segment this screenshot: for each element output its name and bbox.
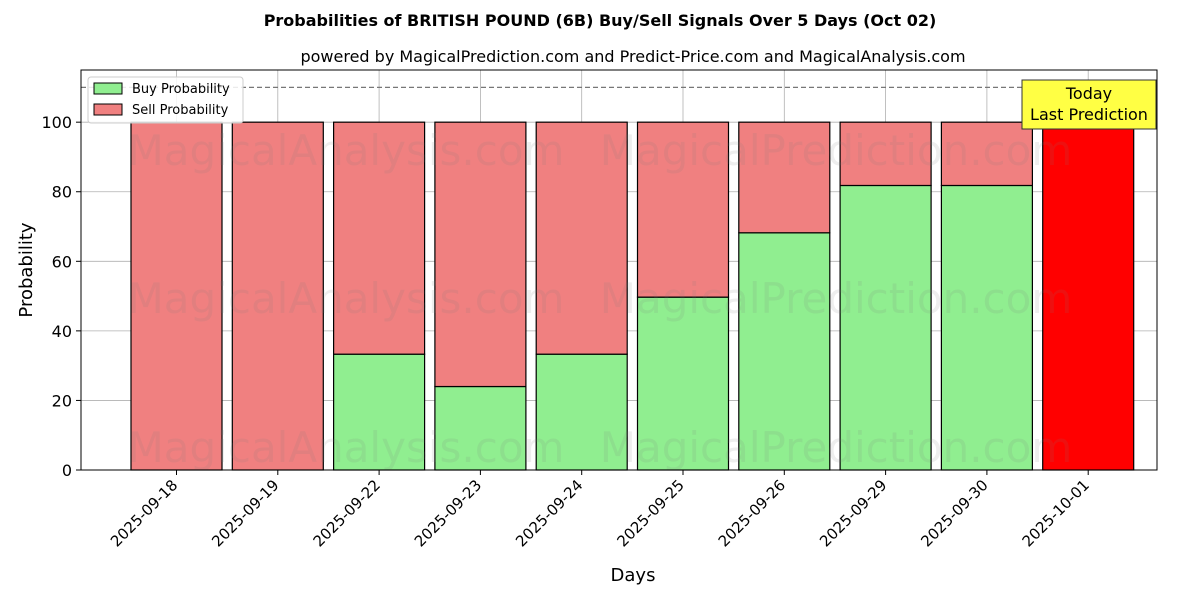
x-tick-label: 2025-09-25 xyxy=(613,476,687,550)
legend-label: Buy Probability xyxy=(132,82,230,97)
bars xyxy=(130,121,1135,471)
legend-box xyxy=(87,76,244,124)
x-axis-label: Days xyxy=(611,565,656,586)
watermark-text: MagicalPrediction.com xyxy=(600,126,1073,175)
y-tick-label: 60 xyxy=(52,252,72,271)
legend: Buy Probability Sell Probability xyxy=(87,76,244,124)
buy-bar xyxy=(636,296,730,471)
annotation-box xyxy=(1021,79,1157,130)
watermark-text: MagicalAnalysis.com xyxy=(128,423,565,472)
x-tick-label: 2025-10-01 xyxy=(1019,476,1093,550)
sell-bar xyxy=(1042,121,1135,471)
y-tick-label: 100 xyxy=(41,113,72,132)
buy-bar xyxy=(940,184,1034,471)
x-tick-label: 2025-09-24 xyxy=(512,476,586,550)
y-tick-label: 0 xyxy=(62,461,72,480)
today-annotation: Today Last Prediction xyxy=(1021,79,1157,130)
y-tick-label: 40 xyxy=(52,322,72,341)
x-tick-label: 2025-09-23 xyxy=(411,476,485,550)
watermark-text: MagicalAnalysis.com xyxy=(128,274,565,323)
x-tick-label: 2025-09-29 xyxy=(816,476,890,550)
annotation-text: Last Prediction xyxy=(1030,105,1148,124)
watermark-text: MagicalPrediction.com xyxy=(600,423,1073,472)
legend-swatch xyxy=(93,82,123,95)
annotation-text: Today xyxy=(1065,84,1112,103)
y-tick-label: 80 xyxy=(52,183,72,202)
watermark-text: MagicalAnalysis.com xyxy=(128,126,565,175)
watermarks: MagicalAnalysis.com MagicalPrediction.com… xyxy=(128,126,1073,472)
buy-bar xyxy=(839,184,932,471)
chart-subtitle: powered by MagicalPrediction.com and Pre… xyxy=(300,47,965,66)
x-tick-label: 2025-09-19 xyxy=(208,476,282,550)
sell-bar xyxy=(839,121,932,187)
sell-bar xyxy=(535,121,628,355)
buy-bar xyxy=(434,385,527,471)
sell-bar xyxy=(738,121,831,234)
buy-bar xyxy=(738,232,831,471)
x-tick-label: 2025-09-22 xyxy=(310,476,384,550)
y-axis-label: Probability xyxy=(16,222,37,317)
sell-bar xyxy=(636,121,730,298)
sell-bar xyxy=(130,121,223,471)
sell-bar xyxy=(434,121,527,388)
legend-label: Sell Probability xyxy=(132,103,229,118)
plot-frame xyxy=(80,69,1158,471)
chart-title: Probabilities of BRITISH POUND (6B) Buy/… xyxy=(264,11,937,30)
x-tick-label: 2025-09-30 xyxy=(917,476,991,550)
y-axis: 0 20 40 60 80 100 xyxy=(41,113,81,480)
legend-swatch xyxy=(93,103,123,116)
y-tick-label: 20 xyxy=(52,391,72,410)
x-tick-label: 2025-09-18 xyxy=(107,476,181,550)
watermark-text: MagicalPrediction.com xyxy=(600,274,1073,323)
sell-bar xyxy=(333,121,426,355)
x-tick-label: 2025-09-26 xyxy=(715,476,789,550)
x-axis: 2025-09-18 2025-09-19 2025-09-22 2025-09-23… xyxy=(107,470,1093,550)
sell-bar xyxy=(940,121,1034,187)
